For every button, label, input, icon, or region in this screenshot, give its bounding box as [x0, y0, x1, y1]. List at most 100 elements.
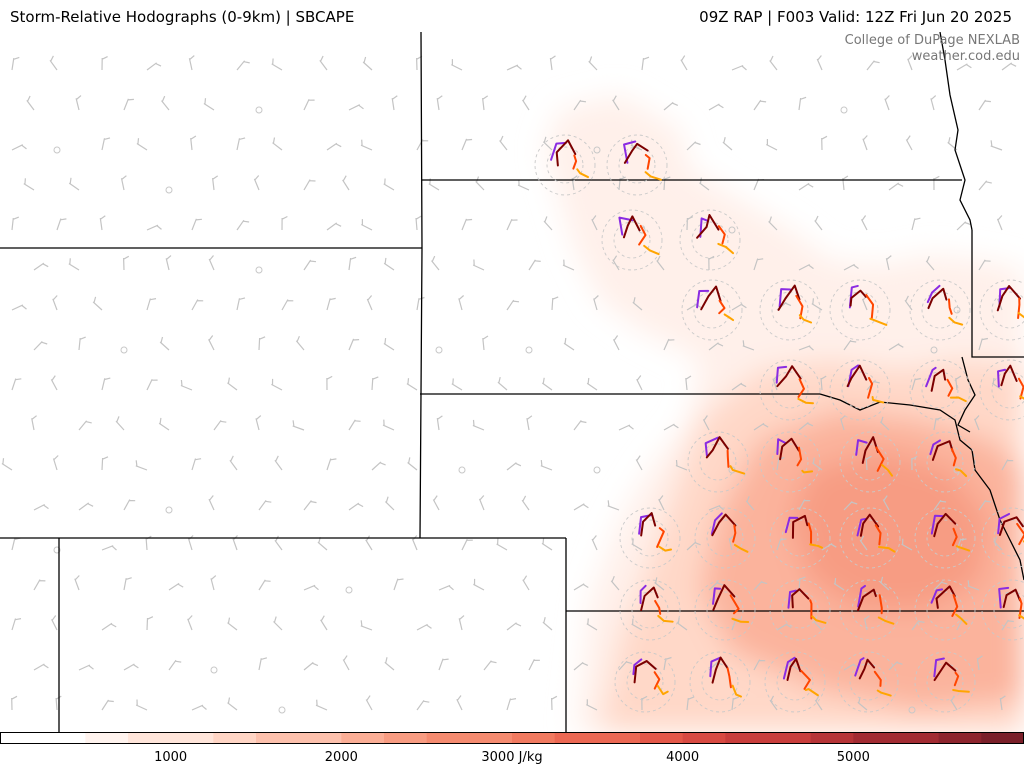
- colorbar-bin: [896, 732, 940, 744]
- wind-barb: [303, 661, 319, 671]
- hodograph-trace: [776, 365, 802, 388]
- hodograph-trace: [696, 214, 720, 239]
- hodograph-trace: [623, 140, 637, 164]
- wind-barb: [933, 580, 948, 591]
- wind-barb: [930, 95, 937, 111]
- hodograph-trace: [804, 688, 819, 697]
- wind-barb: [78, 664, 94, 671]
- wind-barb: [431, 255, 440, 271]
- wind-barb: [258, 579, 271, 591]
- hodograph-trace: [638, 224, 647, 246]
- wind-barb: [101, 456, 109, 471]
- wind-barb: [50, 375, 58, 391]
- wind-barb: [540, 460, 553, 471]
- wind-barb: [371, 461, 386, 471]
- wind-barb: [654, 577, 665, 591]
- wind-barb: [955, 375, 962, 391]
- hodograph-trace: [849, 289, 867, 307]
- wind-barb: [203, 98, 215, 111]
- hodograph-trace: [881, 464, 894, 477]
- wind-barb: [236, 297, 246, 311]
- hodograph: [839, 431, 901, 493]
- hodograph-trace: [779, 437, 800, 461]
- hodograph-trace: [791, 588, 810, 609]
- colorbar-bin: [981, 732, 1024, 744]
- hodograph-trace: [795, 294, 804, 320]
- wind-barb: [543, 216, 553, 231]
- wind-barb: [768, 216, 778, 231]
- hodograph-ring: [618, 146, 656, 184]
- wind-barb: [1, 458, 13, 471]
- calm-wind-marker: [210, 666, 218, 674]
- wind-barb: [573, 583, 589, 591]
- wind-barb: [551, 695, 558, 711]
- wind-barb: [933, 417, 942, 431]
- wind-barb: [862, 135, 868, 151]
- wind-barb: [190, 135, 197, 151]
- hodograph-trace: [657, 545, 673, 552]
- hodograph-trace: [654, 599, 662, 615]
- wind-barb: [115, 416, 125, 431]
- wind-barb: [383, 257, 395, 271]
- wind-barb: [74, 575, 80, 591]
- hodograph-trace: [925, 366, 937, 388]
- wind-barb: [482, 335, 489, 351]
- wind-barb: [769, 55, 778, 71]
- hodograph-trace: [1019, 395, 1024, 400]
- wind-barb: [456, 695, 463, 711]
- credit-org: College of DuPage NEXLAB: [844, 33, 1020, 48]
- wind-barb: [658, 495, 665, 511]
- hodograph-trace: [935, 585, 956, 609]
- hodograph-trace: [929, 439, 942, 456]
- hodograph-trace: [656, 527, 665, 548]
- wind-barb: [901, 538, 913, 551]
- wind-barb: [146, 616, 154, 631]
- colorbar-bin: [938, 732, 982, 744]
- header: Storm-Relative Hodographs (0-9km) | SBCA…: [0, 0, 1024, 32]
- wind-barb: [303, 98, 315, 111]
- hodograph-trace: [729, 465, 746, 475]
- colorbar-bin: [341, 732, 385, 744]
- wind-barb: [798, 263, 814, 271]
- wind-barb: [31, 415, 37, 431]
- wind-barb: [541, 377, 553, 391]
- wind-barb: [26, 95, 35, 111]
- hodograph-trace: [955, 613, 968, 625]
- hodograph-trace: [550, 141, 567, 161]
- wind-barb: [573, 661, 589, 671]
- wind-barb: [591, 535, 598, 551]
- hodograph-trace: [576, 168, 589, 179]
- hodograph-trace: [731, 617, 750, 623]
- wind-barb: [607, 500, 620, 511]
- hodograph-trace: [809, 599, 813, 620]
- wind-barb: [882, 495, 890, 511]
- wind-barb: [588, 56, 598, 71]
- wind-barb: [213, 419, 227, 431]
- wind-barb: [416, 699, 430, 711]
- wind-barb: [506, 698, 517, 711]
- hodograph-trace: [801, 469, 814, 474]
- wind-barb: [101, 699, 114, 711]
- wind-barb: [573, 420, 587, 431]
- wind-barb: [320, 615, 328, 631]
- calm-wind-marker: [120, 346, 128, 354]
- wind-barb: [365, 695, 373, 711]
- wind-barb: [731, 696, 740, 711]
- hodograph-trace: [787, 589, 797, 609]
- wind-barb: [415, 215, 422, 231]
- wind-barb: [11, 216, 20, 231]
- hodograph-ring: [759, 359, 821, 421]
- colorbar-tick-label: 1000: [154, 750, 188, 765]
- wind-barb: [123, 577, 132, 591]
- hodograph-trace: [876, 689, 892, 697]
- wind-barb: [885, 255, 892, 271]
- hodograph: [769, 507, 831, 569]
- colorbar-tick-label: 2000: [324, 750, 358, 765]
- hodograph-ring: [619, 507, 681, 569]
- hodograph-ring: [837, 651, 899, 713]
- hodograph-trace: [997, 512, 1011, 535]
- colorbar-bin: [597, 732, 641, 744]
- hodograph-trace: [946, 378, 954, 397]
- colorbar-bin: [384, 732, 428, 744]
- hodograph: [606, 134, 668, 196]
